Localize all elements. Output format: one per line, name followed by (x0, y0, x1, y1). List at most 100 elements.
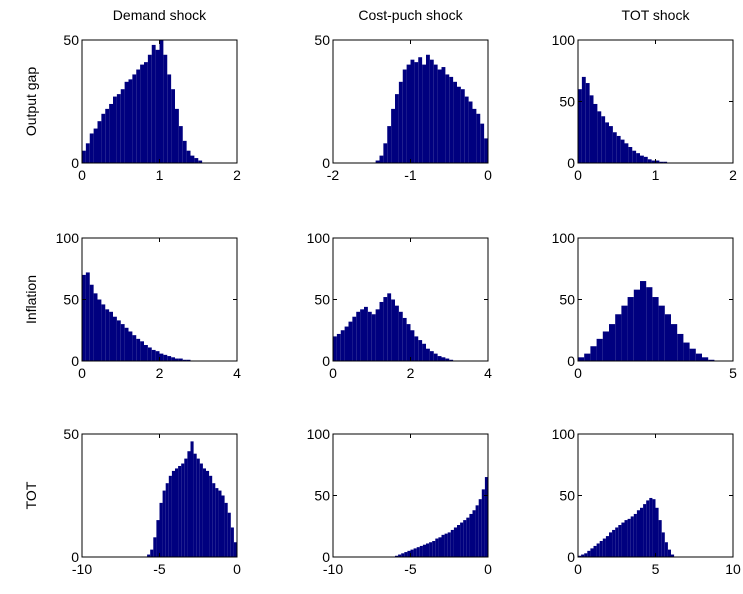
bar (609, 126, 613, 163)
bar (589, 95, 594, 163)
bar (433, 64, 438, 163)
chart-title: Demand shock (113, 7, 207, 23)
bar (159, 353, 164, 361)
bar (150, 549, 154, 557)
bar (344, 326, 349, 361)
bar (593, 545, 597, 557)
x-tick-label: 0 (78, 167, 86, 183)
bar (387, 293, 392, 361)
bar (410, 549, 414, 557)
bar (395, 305, 399, 361)
y-tick-label: 0 (71, 155, 79, 171)
bar (97, 299, 102, 361)
bar (597, 111, 602, 163)
bar (85, 143, 90, 163)
bar (398, 311, 403, 361)
bar (109, 103, 113, 163)
bar (375, 309, 380, 361)
bar (194, 158, 199, 163)
bar (162, 490, 166, 557)
y-tick-label: 50 (63, 292, 79, 308)
bar (224, 502, 228, 557)
bar (97, 121, 102, 163)
bar (410, 330, 415, 361)
bar (445, 74, 450, 163)
bar (230, 527, 234, 557)
bar (689, 348, 696, 361)
bar (433, 353, 438, 361)
bar (449, 359, 454, 361)
bar (156, 520, 160, 557)
bar (450, 529, 454, 557)
bar (630, 516, 634, 557)
bar (398, 81, 403, 163)
y-tick-label: 100 (307, 230, 331, 246)
bar (609, 532, 613, 557)
bar (190, 441, 194, 557)
bar (199, 463, 203, 557)
bar (633, 513, 637, 557)
bar (460, 89, 465, 163)
bar (132, 335, 137, 361)
bar (438, 537, 442, 557)
bar (628, 147, 633, 163)
x-tick-label: 5 (729, 365, 737, 381)
bar (155, 49, 160, 164)
y-tick-label: 50 (314, 32, 330, 48)
y-tick-label: 50 (63, 32, 79, 48)
bar (457, 525, 461, 557)
bar (426, 54, 430, 164)
bar (140, 341, 144, 361)
bar (671, 324, 678, 361)
bar (636, 510, 640, 557)
bar (640, 507, 644, 557)
bar (356, 311, 361, 361)
bar (484, 138, 488, 163)
bar (196, 458, 200, 557)
bar (475, 505, 479, 557)
bar (379, 301, 384, 361)
bar (147, 554, 151, 557)
bar (647, 159, 652, 163)
y-tick-label: 0 (71, 549, 79, 565)
bar (406, 64, 411, 163)
bar (155, 351, 160, 361)
bar (621, 522, 625, 557)
bar (151, 349, 156, 361)
bar (640, 281, 647, 361)
bar (605, 122, 609, 163)
bar (460, 522, 464, 557)
bar (159, 502, 163, 557)
x-tick-label: 2 (729, 167, 737, 183)
bar (441, 534, 445, 557)
bar (418, 57, 423, 163)
y-tick-label: 50 (63, 426, 79, 442)
bar (429, 351, 434, 361)
bar (105, 108, 110, 163)
bar (658, 520, 662, 557)
bar (587, 550, 591, 557)
bar (429, 542, 433, 557)
bar (457, 86, 461, 163)
x-tick-label: 0 (574, 365, 582, 381)
bar (426, 543, 430, 557)
bar (633, 289, 640, 361)
y-tick-label: 0 (567, 353, 575, 369)
bar (441, 67, 446, 163)
bar (352, 316, 357, 361)
bar (116, 94, 121, 163)
bar (609, 324, 616, 361)
x-tick-label: 0 (484, 561, 492, 577)
bar (120, 89, 125, 163)
bar (187, 451, 191, 557)
bar (599, 541, 603, 557)
bar (481, 489, 485, 557)
bar (136, 69, 141, 163)
bar (581, 554, 585, 557)
bar (193, 453, 197, 557)
bar (655, 507, 659, 557)
bar (615, 314, 622, 361)
bar (367, 311, 372, 361)
bar (695, 353, 702, 361)
